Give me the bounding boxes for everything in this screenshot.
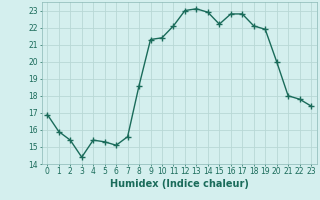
X-axis label: Humidex (Indice chaleur): Humidex (Indice chaleur) [110,179,249,189]
